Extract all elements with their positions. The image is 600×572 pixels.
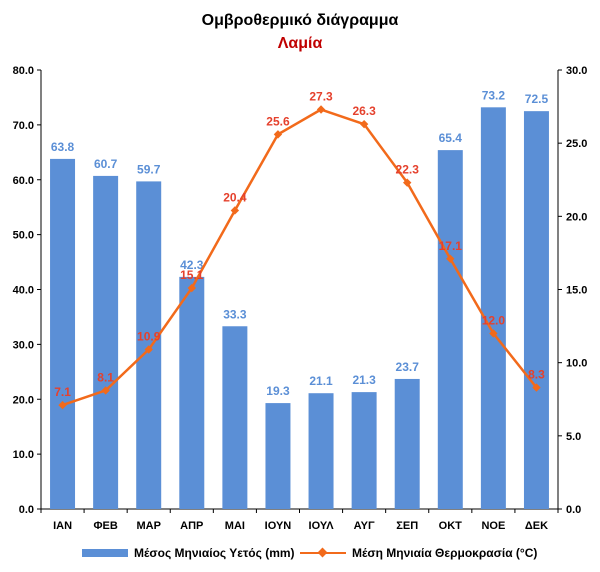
legend-swatch-bar xyxy=(82,549,128,557)
y-right-tick-label: 25.0 xyxy=(566,138,587,150)
y-right-tick-label: 20.0 xyxy=(566,211,587,223)
temperature-data-label: 10.9 xyxy=(137,329,161,343)
temperature-data-label: 20.4 xyxy=(223,190,247,204)
bar-data-label: 72.5 xyxy=(525,92,549,106)
bar-data-label: 59.7 xyxy=(137,162,161,176)
temperature-data-label: 8.3 xyxy=(528,368,545,382)
y-right-tick-label: 10.0 xyxy=(566,358,587,370)
bar-data-label: 23.7 xyxy=(396,360,420,374)
bar-data-label: 33.3 xyxy=(223,307,247,321)
x-tick-label: ΝΟΕ xyxy=(481,520,505,532)
chart-plot: 0.0 10.0 20.0 30.0 40.0 50.0 60.0 70.0 80.0 0.0 5.… xyxy=(13,65,588,532)
bar-data-label: 65.4 xyxy=(439,131,463,145)
bar xyxy=(523,111,549,509)
temperature-data-label: 27.3 xyxy=(309,90,333,104)
chart-subtitle: Λαμία xyxy=(277,35,323,52)
x-tick-label: ΙΟΥΝ xyxy=(265,520,292,532)
y-right-tick-label: 15.0 xyxy=(566,285,587,297)
temperature-data-label: 15.1 xyxy=(180,268,204,282)
temperature-point xyxy=(230,206,240,215)
temperature-point xyxy=(58,400,67,410)
bar xyxy=(136,181,162,510)
temperature-point xyxy=(489,329,498,338)
x-tick-label: ΑΥΓ xyxy=(354,520,375,532)
x-tick-label: ΙΑΝ xyxy=(53,520,72,532)
bar xyxy=(394,378,420,509)
bar xyxy=(50,158,76,509)
temperature-data-label: 26.3 xyxy=(352,104,376,118)
x-tick-label: ΑΠΡ xyxy=(180,520,203,532)
temperature-data-label: 8.1 xyxy=(97,370,114,384)
temperature-point xyxy=(101,386,110,395)
temperature-data-label: 25.6 xyxy=(266,114,290,128)
x-tick-label: ΜΑΙ xyxy=(225,520,245,532)
x-tick-label: ΙΟΥΛ xyxy=(309,520,335,532)
temperature-point xyxy=(273,130,283,139)
y-right-tick-label: 30.0 xyxy=(566,65,587,77)
bar-data-label: 60.7 xyxy=(94,157,118,171)
x-tick-label: ΟΚΤ xyxy=(439,520,463,532)
bar xyxy=(437,150,463,509)
y-right-tick-label: 5.0 xyxy=(566,431,581,443)
legend-label-precipitation: Μέσος Μηνιαίος Υετός (mm) xyxy=(134,546,295,560)
legend-item-temperature: Μέση Μηνιαία Θερμοκρασία (°C) xyxy=(300,543,537,563)
temperature-point xyxy=(446,254,455,263)
temperature-point xyxy=(359,119,369,129)
bar-data-label: 42.3 xyxy=(180,258,204,272)
y-right-tick-label: 0.0 xyxy=(566,504,581,516)
temperature-point xyxy=(403,178,412,187)
bar xyxy=(93,175,119,509)
bar-data-label: 63.8 xyxy=(51,140,75,154)
y-left-tick-label: 60.0 xyxy=(13,175,34,187)
temperature-point xyxy=(187,283,196,293)
chart-legend: Μέσος Μηνιαίος Υετός (mm) Μέση Μηνιαία Θ… xyxy=(0,543,600,563)
temperature-point xyxy=(144,345,153,354)
bar-data-label: 21.1 xyxy=(309,374,333,388)
bar xyxy=(265,403,291,509)
y-left-tick-label: 70.0 xyxy=(13,120,34,132)
temperature-data-label: 17.1 xyxy=(439,239,463,253)
temperature-data-label: 22.3 xyxy=(396,163,420,177)
bar xyxy=(222,326,248,509)
y-left-tick-label: 10.0 xyxy=(13,449,34,461)
bar xyxy=(351,392,377,509)
temperature-point xyxy=(316,105,326,114)
bar-data-label: 21.3 xyxy=(352,373,376,387)
bar xyxy=(308,393,334,509)
y-left-tick-label: 40.0 xyxy=(13,285,34,297)
x-tick-label: ΔΕΚ xyxy=(525,520,548,532)
chart-title: Ομβροθερμικό διάγραμμα xyxy=(201,12,399,29)
x-tick-label: ΦΕΒ xyxy=(93,520,117,532)
bar-data-label: 73.2 xyxy=(482,88,506,102)
bar xyxy=(179,276,205,509)
temperature-data-label: 7.1 xyxy=(54,385,71,399)
temperature-line xyxy=(62,108,538,407)
legend-item-precipitation: Μέσος Μηνιαίος Υετός (mm) xyxy=(82,543,295,563)
bar-data-label: 19.3 xyxy=(266,384,290,398)
y-left-tick-label: 30.0 xyxy=(13,339,34,351)
y-left-tick-label: 0.0 xyxy=(19,504,34,516)
y-left-tick-label: 50.0 xyxy=(13,230,34,242)
x-tick-label: ΜΑΡ xyxy=(136,520,160,532)
y-left-tick-label: 80.0 xyxy=(13,65,34,77)
x-tick-label: ΣΕΠ xyxy=(396,520,418,532)
legend-swatch-line xyxy=(300,547,346,558)
legend-label-temperature: Μέση Μηνιαία Θερμοκρασία (°C) xyxy=(352,546,538,560)
temperature-data-label: 12.0 xyxy=(482,313,506,327)
bar xyxy=(480,107,506,509)
temperature-point xyxy=(532,383,541,392)
y-left-tick-label: 20.0 xyxy=(13,394,34,406)
